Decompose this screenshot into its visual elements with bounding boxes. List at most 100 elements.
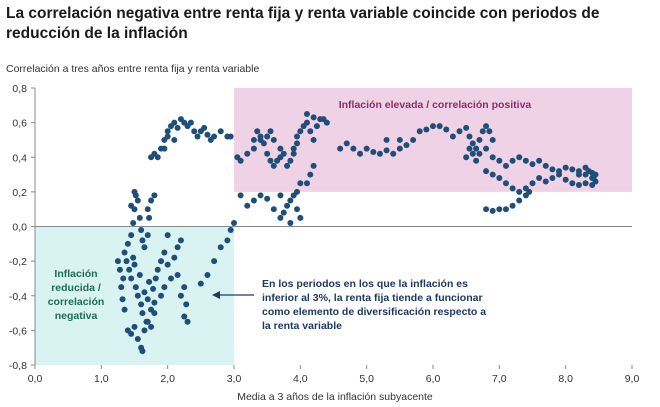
annotation-line-3: como elemento de diversificación respect… xyxy=(262,306,486,318)
data-point xyxy=(270,206,277,213)
data-point xyxy=(476,150,483,157)
data-point xyxy=(141,289,148,296)
data-point xyxy=(483,168,490,175)
data-point xyxy=(134,292,141,299)
data-point xyxy=(161,145,168,152)
data-point xyxy=(456,128,463,135)
data-point xyxy=(463,124,470,131)
data-point xyxy=(144,206,151,213)
data-point xyxy=(201,124,208,131)
data-point xyxy=(136,271,143,278)
data-point xyxy=(337,145,344,152)
data-point xyxy=(496,157,503,164)
data-point xyxy=(151,192,158,199)
data-point xyxy=(254,128,261,135)
data-point xyxy=(237,192,244,199)
data-point xyxy=(174,244,181,251)
data-point xyxy=(167,275,174,282)
data-point xyxy=(211,133,218,140)
data-point xyxy=(177,237,184,244)
data-point xyxy=(522,157,529,164)
data-point xyxy=(589,181,596,188)
data-point xyxy=(396,136,403,143)
data-point xyxy=(303,119,310,126)
data-point xyxy=(174,124,181,131)
data-point xyxy=(280,209,287,216)
data-point xyxy=(161,249,168,256)
data-point xyxy=(138,301,145,308)
data-point xyxy=(191,128,198,135)
data-point xyxy=(290,150,297,157)
data-point xyxy=(463,154,470,161)
annotation-arrowhead xyxy=(212,291,220,299)
data-point xyxy=(376,150,383,157)
data-point xyxy=(284,202,291,209)
y-axis-label: Correlación a tres años entre renta fija… xyxy=(6,63,260,75)
data-point xyxy=(536,175,543,182)
data-point xyxy=(575,181,582,188)
data-point xyxy=(473,157,480,164)
data-point xyxy=(264,195,271,202)
data-point xyxy=(443,126,450,133)
data-point xyxy=(562,164,569,171)
data-point xyxy=(469,150,476,157)
data-point xyxy=(139,348,146,355)
data-point xyxy=(569,180,576,187)
data-point xyxy=(549,166,556,173)
y-tick-label: -0,8 xyxy=(9,360,27,372)
data-point xyxy=(343,140,350,147)
data-point xyxy=(174,271,181,278)
data-point xyxy=(502,180,509,187)
data-point xyxy=(496,206,503,213)
data-point xyxy=(549,175,556,182)
data-point xyxy=(489,154,496,161)
data-point xyxy=(144,318,151,325)
data-point xyxy=(483,123,490,130)
y-tick-label: -0,4 xyxy=(9,291,27,303)
data-point xyxy=(131,323,138,330)
data-point xyxy=(171,254,178,261)
data-point xyxy=(287,220,294,227)
data-point xyxy=(310,114,317,121)
x-tick-label: 0,0 xyxy=(28,373,43,385)
data-point xyxy=(158,292,165,299)
x-tick-label: 3,0 xyxy=(227,373,242,385)
data-point xyxy=(569,166,576,173)
y-tick-label: 0,2 xyxy=(12,187,27,199)
data-point xyxy=(187,119,194,126)
region-low-label-1: Inflación xyxy=(54,268,97,280)
data-point xyxy=(150,285,157,292)
data-point xyxy=(139,237,146,244)
data-point xyxy=(489,171,496,178)
data-point xyxy=(469,140,476,147)
data-point xyxy=(177,292,184,299)
data-point xyxy=(148,197,155,204)
x-tick-label: 7,0 xyxy=(492,373,507,385)
data-point xyxy=(124,240,131,247)
y-tick-label: 0,0 xyxy=(12,222,27,234)
data-point xyxy=(128,275,135,282)
data-point xyxy=(257,133,264,140)
data-point xyxy=(237,157,244,164)
data-point xyxy=(131,261,138,268)
data-point xyxy=(158,258,165,265)
data-point xyxy=(144,296,151,303)
x-tick-label: 1,0 xyxy=(94,373,109,385)
data-point xyxy=(516,197,523,204)
data-point xyxy=(264,150,271,157)
data-point xyxy=(509,157,516,164)
x-tick-label: 5,0 xyxy=(359,373,374,385)
data-point xyxy=(148,323,155,330)
annotation-line-1: En los periodos en los que la inflación … xyxy=(262,278,468,290)
data-point xyxy=(139,310,146,317)
data-point xyxy=(294,140,301,147)
data-point xyxy=(403,142,410,149)
data-point xyxy=(575,171,582,178)
region-low-inflation xyxy=(35,226,234,365)
data-point xyxy=(250,145,257,152)
data-point xyxy=(363,145,370,152)
data-point xyxy=(509,185,516,192)
data-point xyxy=(294,188,301,195)
data-point xyxy=(152,275,159,282)
data-point xyxy=(423,126,430,133)
